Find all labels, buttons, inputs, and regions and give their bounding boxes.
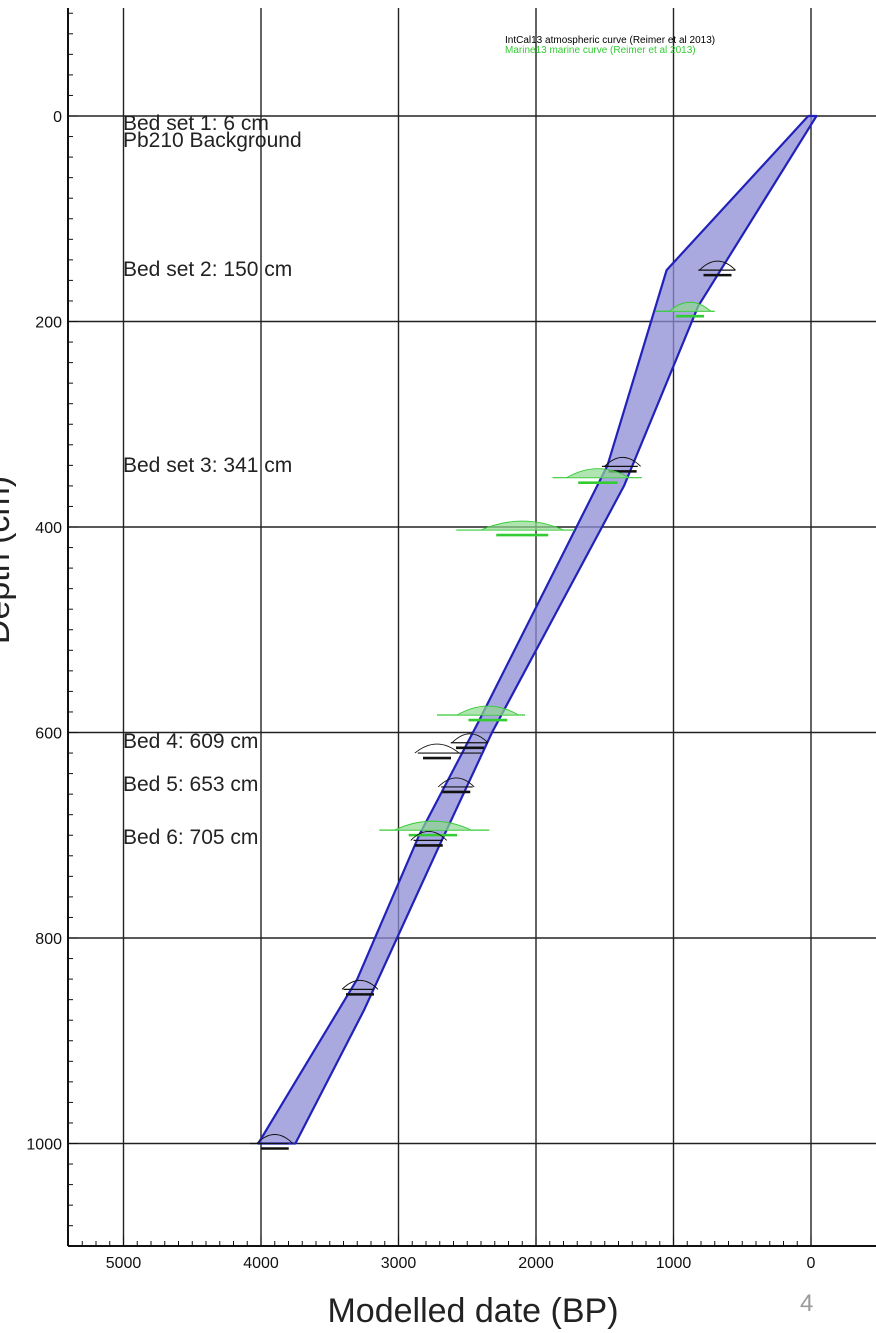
x-tick-label: 5000 xyxy=(106,1255,142,1272)
sample-distribution xyxy=(451,733,489,744)
legend-entry: Marine13 marine curve (Reimer et al 2013… xyxy=(505,45,696,56)
x-axis-title: Modelled date (BP) xyxy=(327,1292,618,1330)
bed-label: Bed set 1: 6 cm xyxy=(123,112,269,135)
y-tick-label: 0 xyxy=(53,109,62,126)
dated-samples xyxy=(250,260,736,1150)
sample-distribution xyxy=(414,743,460,754)
page-number: 4 xyxy=(800,1290,814,1317)
x-tick-label: 0 xyxy=(807,1255,816,1272)
x-tick-label: 4000 xyxy=(243,1255,279,1272)
y-tick-label: 200 xyxy=(35,315,62,332)
axes: 5000 4000 3000 2000 1000 0 0 200 400 600 800 1000 xyxy=(26,8,876,1272)
model-envelope xyxy=(257,114,818,1145)
x-tick-label: 2000 xyxy=(518,1255,554,1272)
sample-distribution xyxy=(256,1134,294,1144)
sample-distribution xyxy=(410,830,448,841)
sample-distribution xyxy=(480,520,564,531)
bed-label: Bed 5: 653 cm xyxy=(123,773,258,796)
bed-label: Bed set 3: 341 cm xyxy=(123,454,292,477)
sample-distribution xyxy=(437,777,475,788)
bed-label: Bed 4: 609 cm xyxy=(123,730,258,753)
sample-distribution xyxy=(566,468,630,479)
bed-label: Bed set 2: 150 cm xyxy=(123,258,292,281)
sample-distribution xyxy=(604,456,641,467)
sample-distribution xyxy=(341,979,379,990)
x-tick-label: 1000 xyxy=(656,1255,692,1272)
y-tick-label: 800 xyxy=(35,931,62,948)
sample-distribution xyxy=(456,705,519,716)
y-tick-label: 1000 xyxy=(26,1137,62,1154)
legend: IntCal13 atmospheric curve (Reimer et al… xyxy=(505,35,715,56)
legend-entry: IntCal13 atmospheric curve (Reimer et al… xyxy=(505,35,715,46)
bed-label: Pb210 Background xyxy=(123,129,302,152)
x-tick-label: 3000 xyxy=(381,1255,417,1272)
sample-distribution xyxy=(699,260,736,271)
y-axis-title: Depth (cm) xyxy=(0,476,17,644)
bed-label: Bed 6: 705 cm xyxy=(123,826,258,849)
model-envelope-band xyxy=(257,114,818,1145)
sample-distribution xyxy=(669,301,711,312)
y-tick-label: 600 xyxy=(35,726,62,743)
sample-distribution xyxy=(394,820,472,831)
y-tick-label: 400 xyxy=(35,520,62,537)
